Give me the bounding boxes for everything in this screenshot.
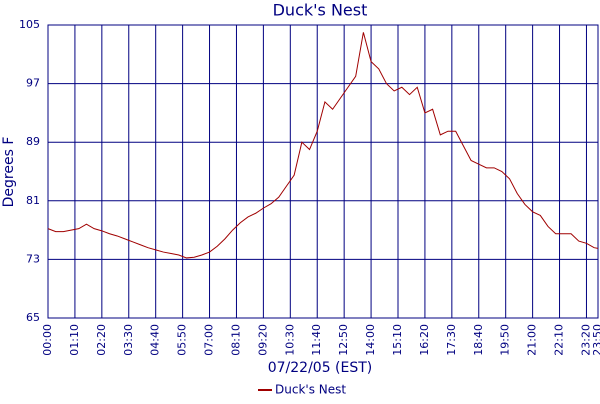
x-tick-label: 16:20: [418, 324, 431, 356]
x-tick-label: 18:40: [472, 324, 485, 356]
plot-area: [47, 24, 599, 319]
x-tick-label: 15:10: [391, 324, 404, 356]
y-tick-label: 97: [26, 77, 40, 90]
y-tick-label: 81: [26, 194, 40, 207]
x-tick-label: 14:00: [364, 324, 377, 356]
x-tick-label: 23:20: [579, 324, 592, 356]
x-tick-label: 03:30: [122, 324, 135, 356]
x-tick-label: 11:40: [310, 324, 323, 356]
x-tick-label: 12:50: [337, 324, 350, 356]
x-tick-label: 21:00: [526, 324, 539, 356]
x-tick-label: 07:00: [203, 324, 216, 356]
y-tick-label: 73: [26, 252, 40, 265]
data-line: [47, 32, 599, 259]
x-tick-label: 22:10: [553, 324, 566, 356]
y-tick-label: 105: [19, 18, 40, 31]
y-axis-label: Degrees F: [1, 137, 17, 208]
x-tick-label: 05:50: [176, 324, 189, 356]
x-tick-label: 00:00: [41, 324, 54, 356]
x-tick-label: 09:20: [256, 324, 269, 356]
x-tick-label: 02:20: [95, 324, 108, 356]
x-tick-label: 10:30: [283, 324, 296, 356]
x-tick-label: 04:40: [149, 324, 162, 356]
x-tick-label: 08:10: [229, 324, 242, 356]
chart-title: Duck's Nest: [273, 1, 368, 20]
x-axis-label: 07/22/05 (EST): [268, 360, 373, 376]
y-tick-label: 89: [26, 135, 40, 148]
y-tick-label: 65: [26, 311, 40, 324]
legend-label: Duck's Nest: [275, 383, 346, 397]
x-tick-label: 19:50: [499, 324, 512, 356]
x-tick-label: 01:10: [68, 324, 81, 356]
x-tick-label: 17:30: [445, 324, 458, 356]
x-tick-label: 23:50: [591, 324, 600, 356]
